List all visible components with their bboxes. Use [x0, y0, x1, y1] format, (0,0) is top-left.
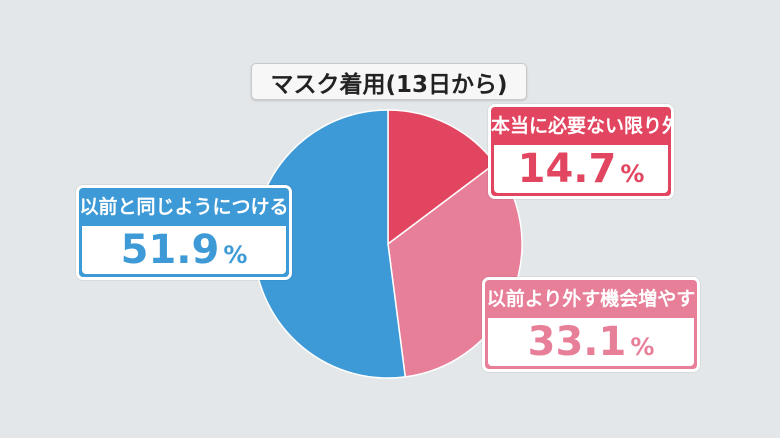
- percent-unit: %: [223, 241, 248, 269]
- slice-label: 以前と同じようにつける: [79, 196, 289, 218]
- label-slice-0: 本当に必要ない限り外す 14.7%: [488, 104, 674, 199]
- chart-title: マスク着用(13日から): [251, 63, 527, 100]
- value-number: 33.1: [527, 319, 627, 365]
- value-number: 14.7: [517, 146, 617, 192]
- slice-label: 本当に必要ない限り外す: [491, 115, 671, 137]
- slice-value: 33.1%: [488, 318, 694, 366]
- label-slice-1: 以前より外す機会増やす 33.1%: [482, 277, 700, 372]
- percent-unit: %: [620, 160, 645, 188]
- slice-label: 以前より外す機会増やす: [486, 288, 696, 310]
- percent-unit: %: [630, 333, 655, 361]
- label-slice-2: 以前と同じようにつける 51.9%: [76, 185, 292, 280]
- value-number: 51.9: [120, 227, 220, 273]
- slice-value: 14.7%: [494, 145, 668, 193]
- slice-value: 51.9%: [82, 226, 286, 274]
